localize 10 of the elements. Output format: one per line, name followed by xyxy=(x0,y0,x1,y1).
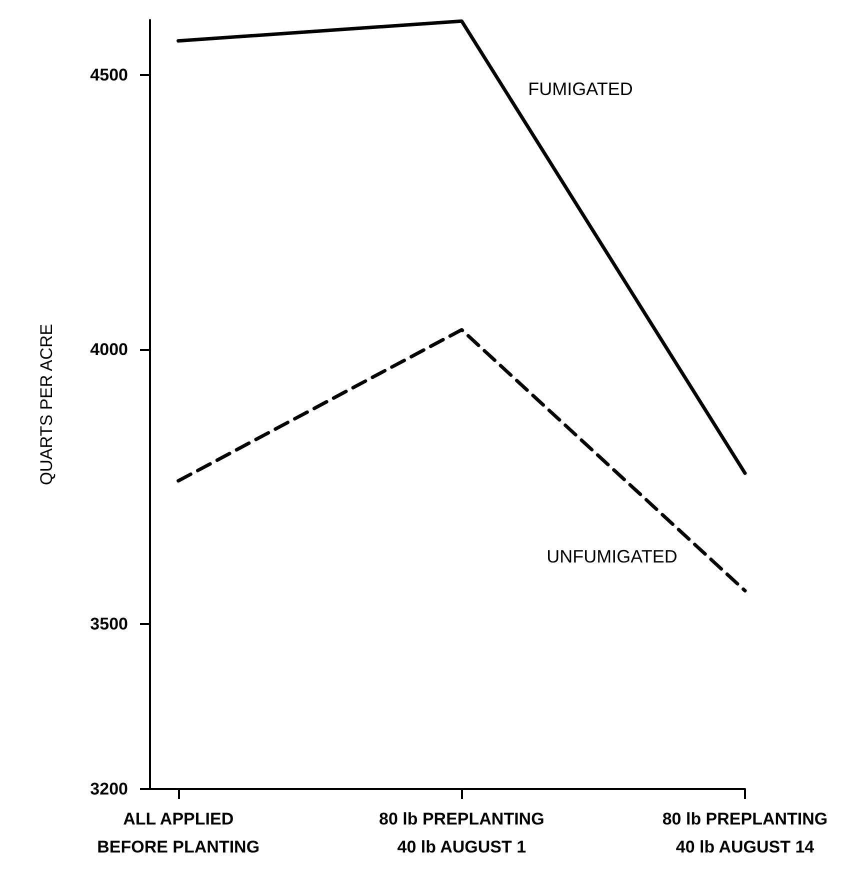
y-axis-title: QUARTS PER ACRE xyxy=(37,324,56,486)
x-tick-label: 80 lb PREPLANTING 40 lb AUGUST 14 xyxy=(662,810,828,856)
x-tick-label: ALL APPLIED BEFORE PLANTING xyxy=(97,810,260,856)
x-tick-label: 80 lb PREPLANTING 40 lb AUGUST 1 xyxy=(379,810,544,856)
y-tick-label: 4000 xyxy=(90,340,128,360)
series-label: UNFUMIGATED xyxy=(546,546,678,566)
y-tick-label: 3500 xyxy=(90,614,128,634)
y-tick-label: 3200 xyxy=(90,780,128,798)
series-label: FUMIGATED xyxy=(528,78,633,99)
y-tick-label: 4500 xyxy=(90,65,128,84)
